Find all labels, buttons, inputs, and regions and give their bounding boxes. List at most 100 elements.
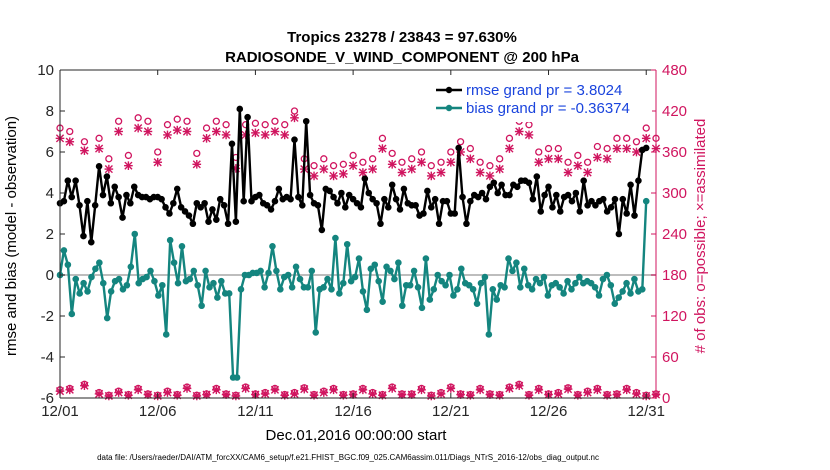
bias-point (218, 277, 225, 285)
obs-possible-marker (632, 138, 641, 146)
bias-point (296, 275, 304, 283)
bias-point (469, 286, 477, 293)
rmse-point (80, 232, 87, 240)
bias-point (473, 300, 481, 308)
obs-assimilated-marker (133, 385, 143, 395)
rmse-point (463, 220, 470, 228)
obs-assimilated-marker (80, 381, 89, 391)
y-left-tick-label: 8 (46, 103, 54, 120)
rmse-point (177, 204, 185, 211)
bias-point (414, 284, 422, 291)
obs-assimilated-marker (319, 388, 329, 397)
bias-point (406, 281, 414, 289)
obs-possible-marker (398, 158, 406, 166)
bias-point (151, 277, 158, 285)
bias-point (528, 286, 536, 293)
bias-point (80, 279, 87, 287)
bias-point (194, 281, 202, 289)
obs-assimilated-marker (114, 388, 123, 397)
bias-point (552, 279, 560, 287)
bias-point (107, 288, 115, 295)
rmse-point (486, 183, 494, 191)
rmse-point (635, 177, 642, 184)
y-right-tick-label: 240 (662, 226, 687, 243)
rmse-point (392, 195, 400, 203)
rmse-point (572, 189, 580, 197)
rmse-point (494, 189, 502, 197)
obs-assimilated-marker (221, 390, 231, 399)
y-axis-right-label: # of obs: o=possible; ×=assimilated (692, 119, 709, 354)
rmse-point (384, 204, 392, 211)
rmse-point (541, 191, 548, 199)
bias-point (123, 281, 131, 289)
rmse-point (607, 204, 615, 211)
rmse-point (349, 195, 357, 203)
rmse-point (334, 199, 341, 207)
rmse-point (537, 208, 545, 215)
bias-point (92, 265, 99, 273)
rmse-point (228, 140, 236, 148)
rmse-point (248, 197, 255, 205)
rmse-point (130, 183, 138, 191)
obs-assimilated-marker (80, 146, 89, 155)
bias-point (237, 286, 245, 293)
obs-possible-marker (154, 148, 162, 156)
obs-possible-marker (613, 134, 621, 142)
bias-point (454, 286, 461, 293)
obs-assimilated-marker (436, 389, 446, 399)
rmse-point (275, 185, 283, 193)
y-right-tick-label: 120 (662, 308, 687, 325)
bias-point (493, 296, 501, 303)
rmse-point (619, 195, 627, 203)
obs-assimilated-marker (270, 385, 280, 395)
obs-possible-marker (456, 138, 465, 146)
rmse-point (193, 199, 201, 207)
obs-possible-marker (623, 134, 631, 142)
bias-point (304, 284, 312, 291)
bias-point (308, 267, 316, 275)
rmse-point (381, 195, 388, 203)
rmse-point (338, 189, 345, 197)
rmse-point (318, 226, 326, 234)
bias-point (418, 304, 426, 312)
obs-assimilated-marker (583, 388, 592, 397)
obs-assimilated-marker (143, 127, 153, 136)
bias-point (60, 247, 68, 254)
rmse-point (244, 113, 251, 121)
rmse-point (170, 199, 177, 207)
rmse-point (599, 195, 607, 203)
bias-point (96, 259, 103, 267)
bias-point (347, 277, 355, 285)
bias-point (174, 279, 182, 287)
legend-label: bias grand pr = -0.36374 (466, 100, 630, 117)
bias-point (210, 279, 217, 287)
obs-assimilated-marker (182, 384, 192, 393)
rmse-point (576, 208, 584, 215)
obs-assimilated-marker (417, 157, 426, 167)
bias-point (170, 259, 178, 267)
obs-possible-marker (134, 114, 142, 122)
bias-point (642, 197, 650, 205)
obs-assimilated-marker (612, 390, 622, 399)
bias-point (623, 279, 630, 287)
bias-point (450, 292, 457, 299)
rmse-point (99, 191, 107, 199)
obs-assimilated-marker (407, 164, 417, 174)
obs-possible-marker (603, 144, 611, 153)
bias-point (84, 288, 91, 295)
obs-assimilated-marker (339, 169, 348, 179)
rmse-point (162, 204, 169, 211)
bias-point (292, 263, 300, 271)
obs-possible-marker (447, 148, 455, 156)
y-right-tick-label: 180 (662, 267, 687, 284)
bias-point (127, 263, 135, 271)
obs-possible-marker (417, 148, 426, 156)
rmse-point (173, 185, 181, 193)
obs-assimilated-marker (495, 164, 504, 174)
bias-point (501, 284, 508, 291)
rmse-point (451, 210, 459, 217)
obs-assimilated-marker (192, 391, 202, 401)
bias-point (520, 265, 528, 273)
bias-series (56, 197, 650, 381)
y-right-tick-label: 480 (662, 62, 687, 79)
